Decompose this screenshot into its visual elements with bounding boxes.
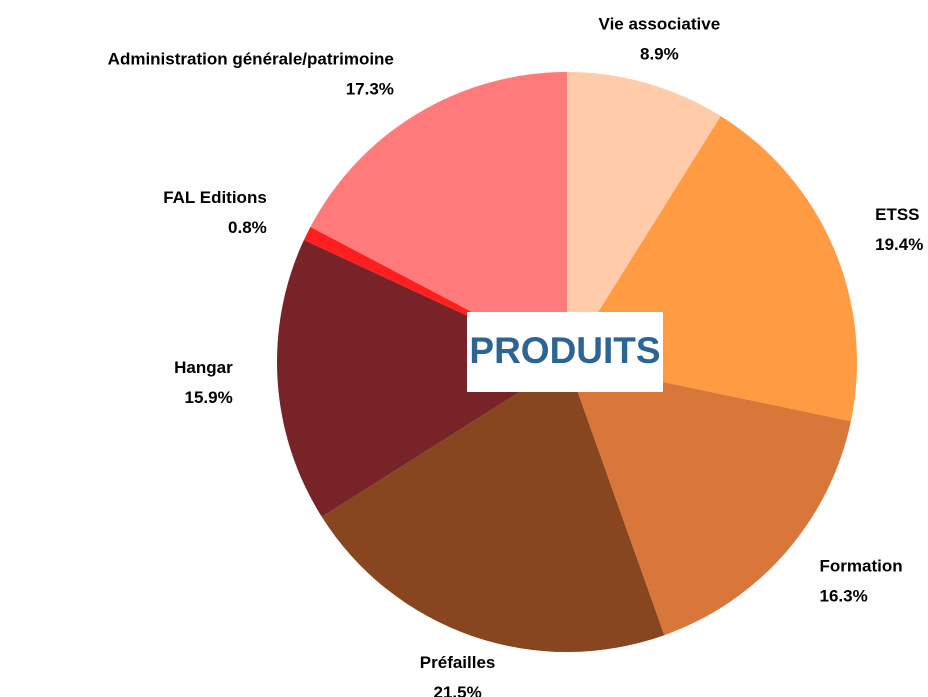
chart-title: PRODUITS bbox=[469, 330, 660, 371]
slice-label: FAL Editions bbox=[163, 188, 267, 207]
title-box bbox=[467, 312, 663, 392]
slice-value: 0.8% bbox=[228, 218, 267, 237]
pie-slice bbox=[567, 362, 851, 636]
slice-value: 8.9% bbox=[640, 44, 679, 63]
slice-label: ETSS bbox=[875, 205, 919, 224]
slice-label: Préfailles bbox=[420, 653, 496, 672]
pie-slice bbox=[567, 72, 721, 362]
slice-label: Hangar bbox=[174, 358, 233, 377]
slice-value: 17.3% bbox=[346, 80, 394, 99]
pie-slice bbox=[310, 72, 567, 362]
slice-value: 16.3% bbox=[819, 587, 867, 606]
slice-label: Formation bbox=[819, 557, 902, 576]
slice-value: 21.5% bbox=[433, 683, 481, 697]
slice-label: Administration générale/patrimoine bbox=[108, 50, 394, 69]
slice-value: 15.9% bbox=[184, 388, 232, 407]
slice-value: 19.4% bbox=[875, 235, 923, 254]
labels: Vie associative 8.9% ETSS 19.4% Formation 16.… bbox=[108, 14, 924, 697]
pie-slice bbox=[277, 239, 567, 517]
slice-label: Vie associative bbox=[599, 14, 721, 33]
pie-slice bbox=[321, 362, 665, 652]
